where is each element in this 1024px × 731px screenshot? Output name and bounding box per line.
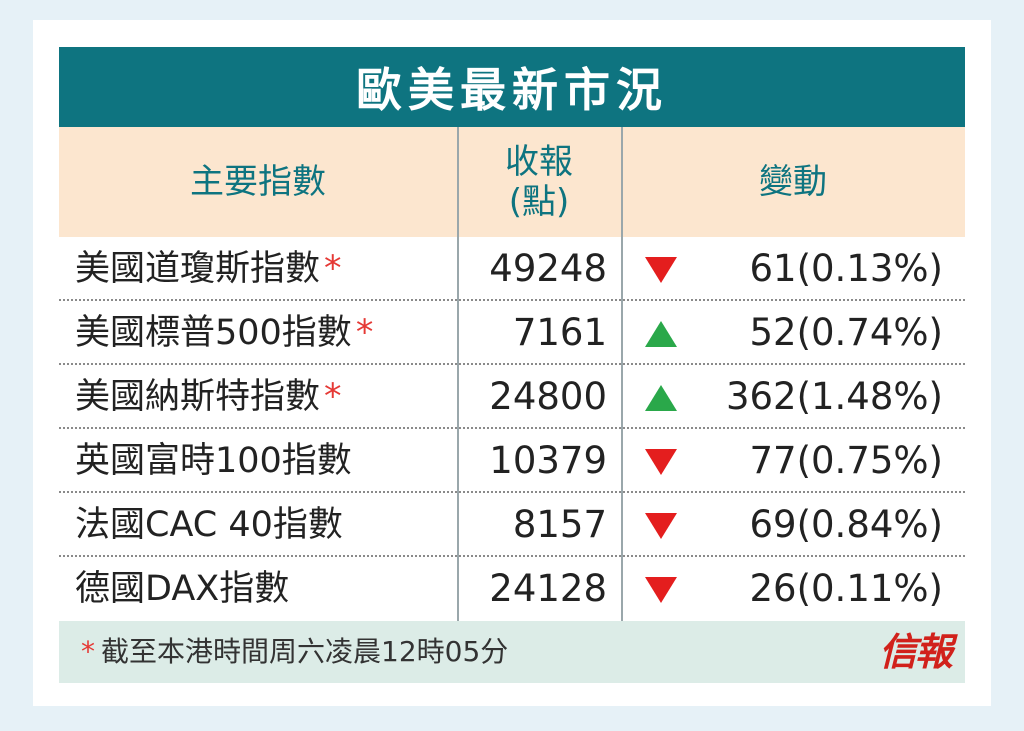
header-index-name: 主要指數 bbox=[190, 162, 326, 202]
footnote: * 截至本港時間周六凌晨12時05分 bbox=[81, 621, 508, 683]
publisher-logo: 信報 bbox=[878, 629, 953, 674]
change-value: 26(0.11%) bbox=[749, 567, 944, 610]
close-value: 10379 bbox=[489, 439, 607, 482]
index-name: 美國道瓊斯指數 * bbox=[75, 249, 342, 289]
close-value: 24800 bbox=[489, 375, 607, 418]
change-value: 52(0.74%) bbox=[749, 311, 944, 354]
change-arrow-icon bbox=[645, 321, 677, 347]
asterisk-mark: * bbox=[324, 249, 342, 289]
table-header: 主要指數 收報 (點) 變動 bbox=[59, 127, 965, 237]
change-arrow-icon bbox=[645, 449, 677, 475]
change-value: 77(0.75%) bbox=[749, 439, 944, 482]
change-value: 362(1.48%) bbox=[725, 375, 943, 418]
index-name: 美國標普500指數 * bbox=[75, 313, 374, 353]
header-close-line2: (點) bbox=[508, 182, 570, 222]
column-divider bbox=[457, 127, 459, 621]
table-body: 美國道瓊斯指數 * 49248 61(0.13%) 美國標普500指數 * 7161… bbox=[59, 237, 965, 621]
asterisk-mark: * bbox=[324, 377, 342, 417]
close-value: 7161 bbox=[512, 311, 607, 354]
table-row: 美國標普500指數 * 7161 52(0.74%) bbox=[59, 301, 965, 365]
table-row: 美國道瓊斯指數 * 49248 61(0.13%) bbox=[59, 237, 965, 301]
close-value: 49248 bbox=[489, 247, 607, 290]
change-arrow-icon bbox=[645, 513, 677, 539]
close-value: 8157 bbox=[512, 503, 607, 546]
change-value: 61(0.13%) bbox=[749, 247, 944, 290]
index-name: 美國納斯特指數 * bbox=[75, 377, 342, 417]
change-arrow-icon bbox=[645, 385, 677, 411]
change-arrow-icon bbox=[645, 257, 677, 283]
table-row: 德國DAX指數 24128 26(0.11%) bbox=[59, 557, 965, 621]
header-close: 收報 (點) bbox=[457, 127, 621, 237]
table-title: 歐美最新市況 bbox=[59, 47, 965, 127]
asterisk-mark: * bbox=[81, 635, 95, 668]
close-value: 24128 bbox=[489, 567, 607, 610]
column-divider bbox=[621, 127, 623, 621]
asterisk-mark: * bbox=[355, 313, 374, 353]
table-row: 法國CAC 40指數 8157 69(0.84%) bbox=[59, 493, 965, 557]
table-row: 英國富時100指數 10379 77(0.75%) bbox=[59, 429, 965, 493]
change-value: 69(0.84%) bbox=[749, 503, 944, 546]
index-name: 德國DAX指數 bbox=[75, 569, 290, 609]
index-name: 英國富時100指數 bbox=[75, 441, 352, 481]
header-close-line1: 收報 bbox=[505, 142, 573, 182]
footnote-text: 截至本港時間周六凌晨12時05分 bbox=[101, 635, 509, 668]
footnote-bar: * 截至本港時間周六凌晨12時05分 信報 bbox=[59, 621, 965, 683]
header-change: 變動 bbox=[759, 162, 827, 202]
table-row: 美國納斯特指數 * 24800 362(1.48%) bbox=[59, 365, 965, 429]
change-arrow-icon bbox=[645, 577, 677, 603]
index-name: 法國CAC 40指數 bbox=[75, 505, 343, 545]
